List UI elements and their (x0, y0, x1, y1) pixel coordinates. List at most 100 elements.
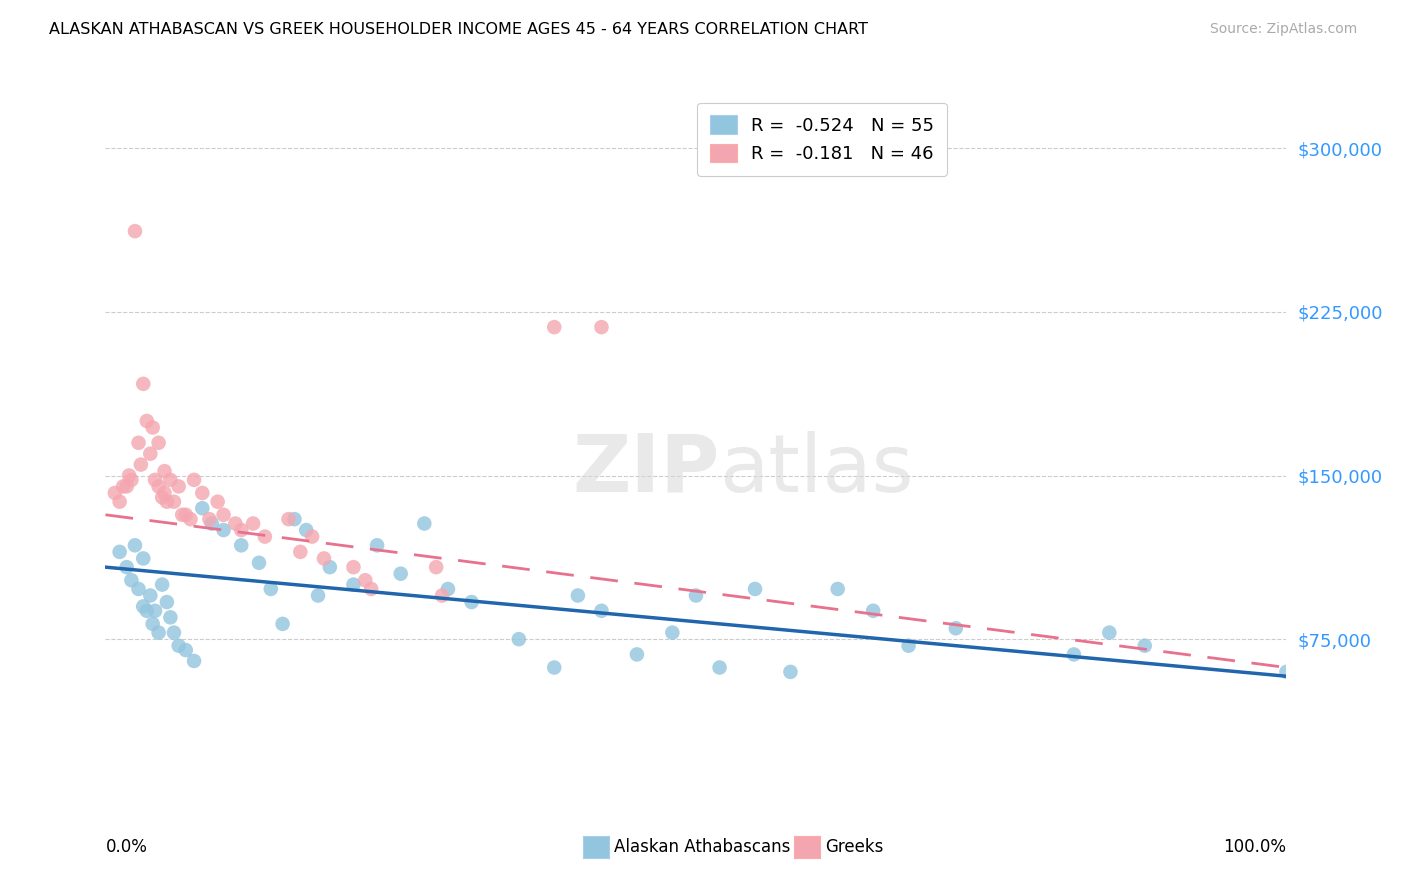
Point (827, 582, 849, 596)
Point (142, 420, 165, 434)
Point (1063, 648, 1085, 662)
Point (224, 516, 246, 531)
Point (301, 530, 323, 544)
Point (543, 320, 565, 334)
Point (112, 479, 135, 493)
Text: atlas: atlas (720, 431, 914, 508)
Point (207, 494, 229, 508)
Point (1133, 639, 1156, 653)
Point (159, 610, 181, 624)
Point (139, 589, 162, 603)
Point (277, 512, 299, 526)
Point (148, 479, 170, 493)
Text: Alaskan Athabascans: Alaskan Athabascans (614, 838, 790, 855)
Point (247, 556, 270, 570)
Point (142, 616, 165, 631)
Point (626, 648, 648, 662)
Point (167, 639, 190, 653)
Point (430, 589, 453, 603)
Point (591, 320, 613, 334)
Point (271, 616, 294, 631)
Point (132, 376, 155, 391)
Point (135, 604, 157, 618)
Point (198, 512, 221, 526)
Point (128, 582, 150, 596)
Point (167, 479, 190, 493)
Point (108, 545, 131, 559)
Point (156, 494, 179, 508)
Point (129, 458, 152, 472)
Point (150, 577, 173, 591)
Point (354, 573, 377, 587)
Point (295, 523, 318, 537)
Point (591, 604, 613, 618)
Point (104, 486, 127, 500)
Point (460, 595, 482, 609)
Point (307, 589, 329, 603)
Text: ALASKAN ATHABASCAN VS GREEK HOUSEHOLDER INCOME AGES 45 - 64 YEARS CORRELATION CH: ALASKAN ATHABASCAN VS GREEK HOUSEHOLDER … (49, 22, 869, 37)
Point (148, 435, 170, 450)
Point (945, 621, 967, 635)
Text: ZIP: ZIP (572, 431, 720, 508)
Point (389, 566, 412, 581)
Point (290, 545, 312, 559)
Point (413, 516, 436, 531)
Point (1098, 625, 1121, 640)
Point (174, 508, 197, 522)
Point (342, 560, 364, 574)
Point (567, 589, 589, 603)
Point (201, 516, 224, 531)
Point (366, 538, 388, 552)
Point (661, 625, 683, 640)
Point (191, 501, 214, 516)
Text: 100.0%: 100.0% (1223, 838, 1286, 856)
Point (212, 508, 235, 522)
Point (128, 435, 150, 450)
Point (153, 464, 176, 478)
Point (174, 643, 197, 657)
Point (1275, 665, 1298, 679)
Point (108, 494, 131, 508)
Point (543, 660, 565, 674)
Point (172, 508, 194, 522)
Point (283, 512, 305, 526)
Point (132, 551, 155, 566)
Text: Greeks: Greeks (825, 838, 884, 855)
Point (425, 560, 447, 574)
Point (862, 604, 884, 618)
Point (132, 599, 155, 614)
Point (260, 582, 283, 596)
Point (159, 473, 181, 487)
Point (191, 486, 214, 500)
Point (118, 468, 141, 483)
Point (319, 560, 342, 574)
Point (242, 516, 264, 531)
Point (508, 632, 530, 647)
Point (179, 512, 201, 526)
Point (744, 582, 766, 596)
Point (124, 224, 146, 238)
Point (124, 538, 146, 552)
Point (342, 577, 364, 591)
Point (156, 595, 179, 609)
Point (437, 582, 460, 596)
Point (148, 625, 170, 640)
Point (231, 523, 253, 537)
Point (212, 523, 235, 537)
Text: Source: ZipAtlas.com: Source: ZipAtlas.com (1209, 22, 1357, 37)
Point (163, 494, 186, 508)
Point (143, 604, 166, 618)
Point (312, 551, 335, 566)
Point (139, 447, 162, 461)
Point (183, 473, 205, 487)
Point (135, 414, 157, 428)
Point (115, 560, 138, 574)
Point (253, 530, 276, 544)
Point (779, 665, 801, 679)
Point (120, 573, 142, 587)
Point (183, 654, 205, 668)
Text: 0.0%: 0.0% (105, 838, 148, 856)
Point (153, 486, 176, 500)
Legend: R =  -0.524   N = 55, R =  -0.181   N = 46: R = -0.524 N = 55, R = -0.181 N = 46 (697, 103, 946, 176)
Point (897, 639, 920, 653)
